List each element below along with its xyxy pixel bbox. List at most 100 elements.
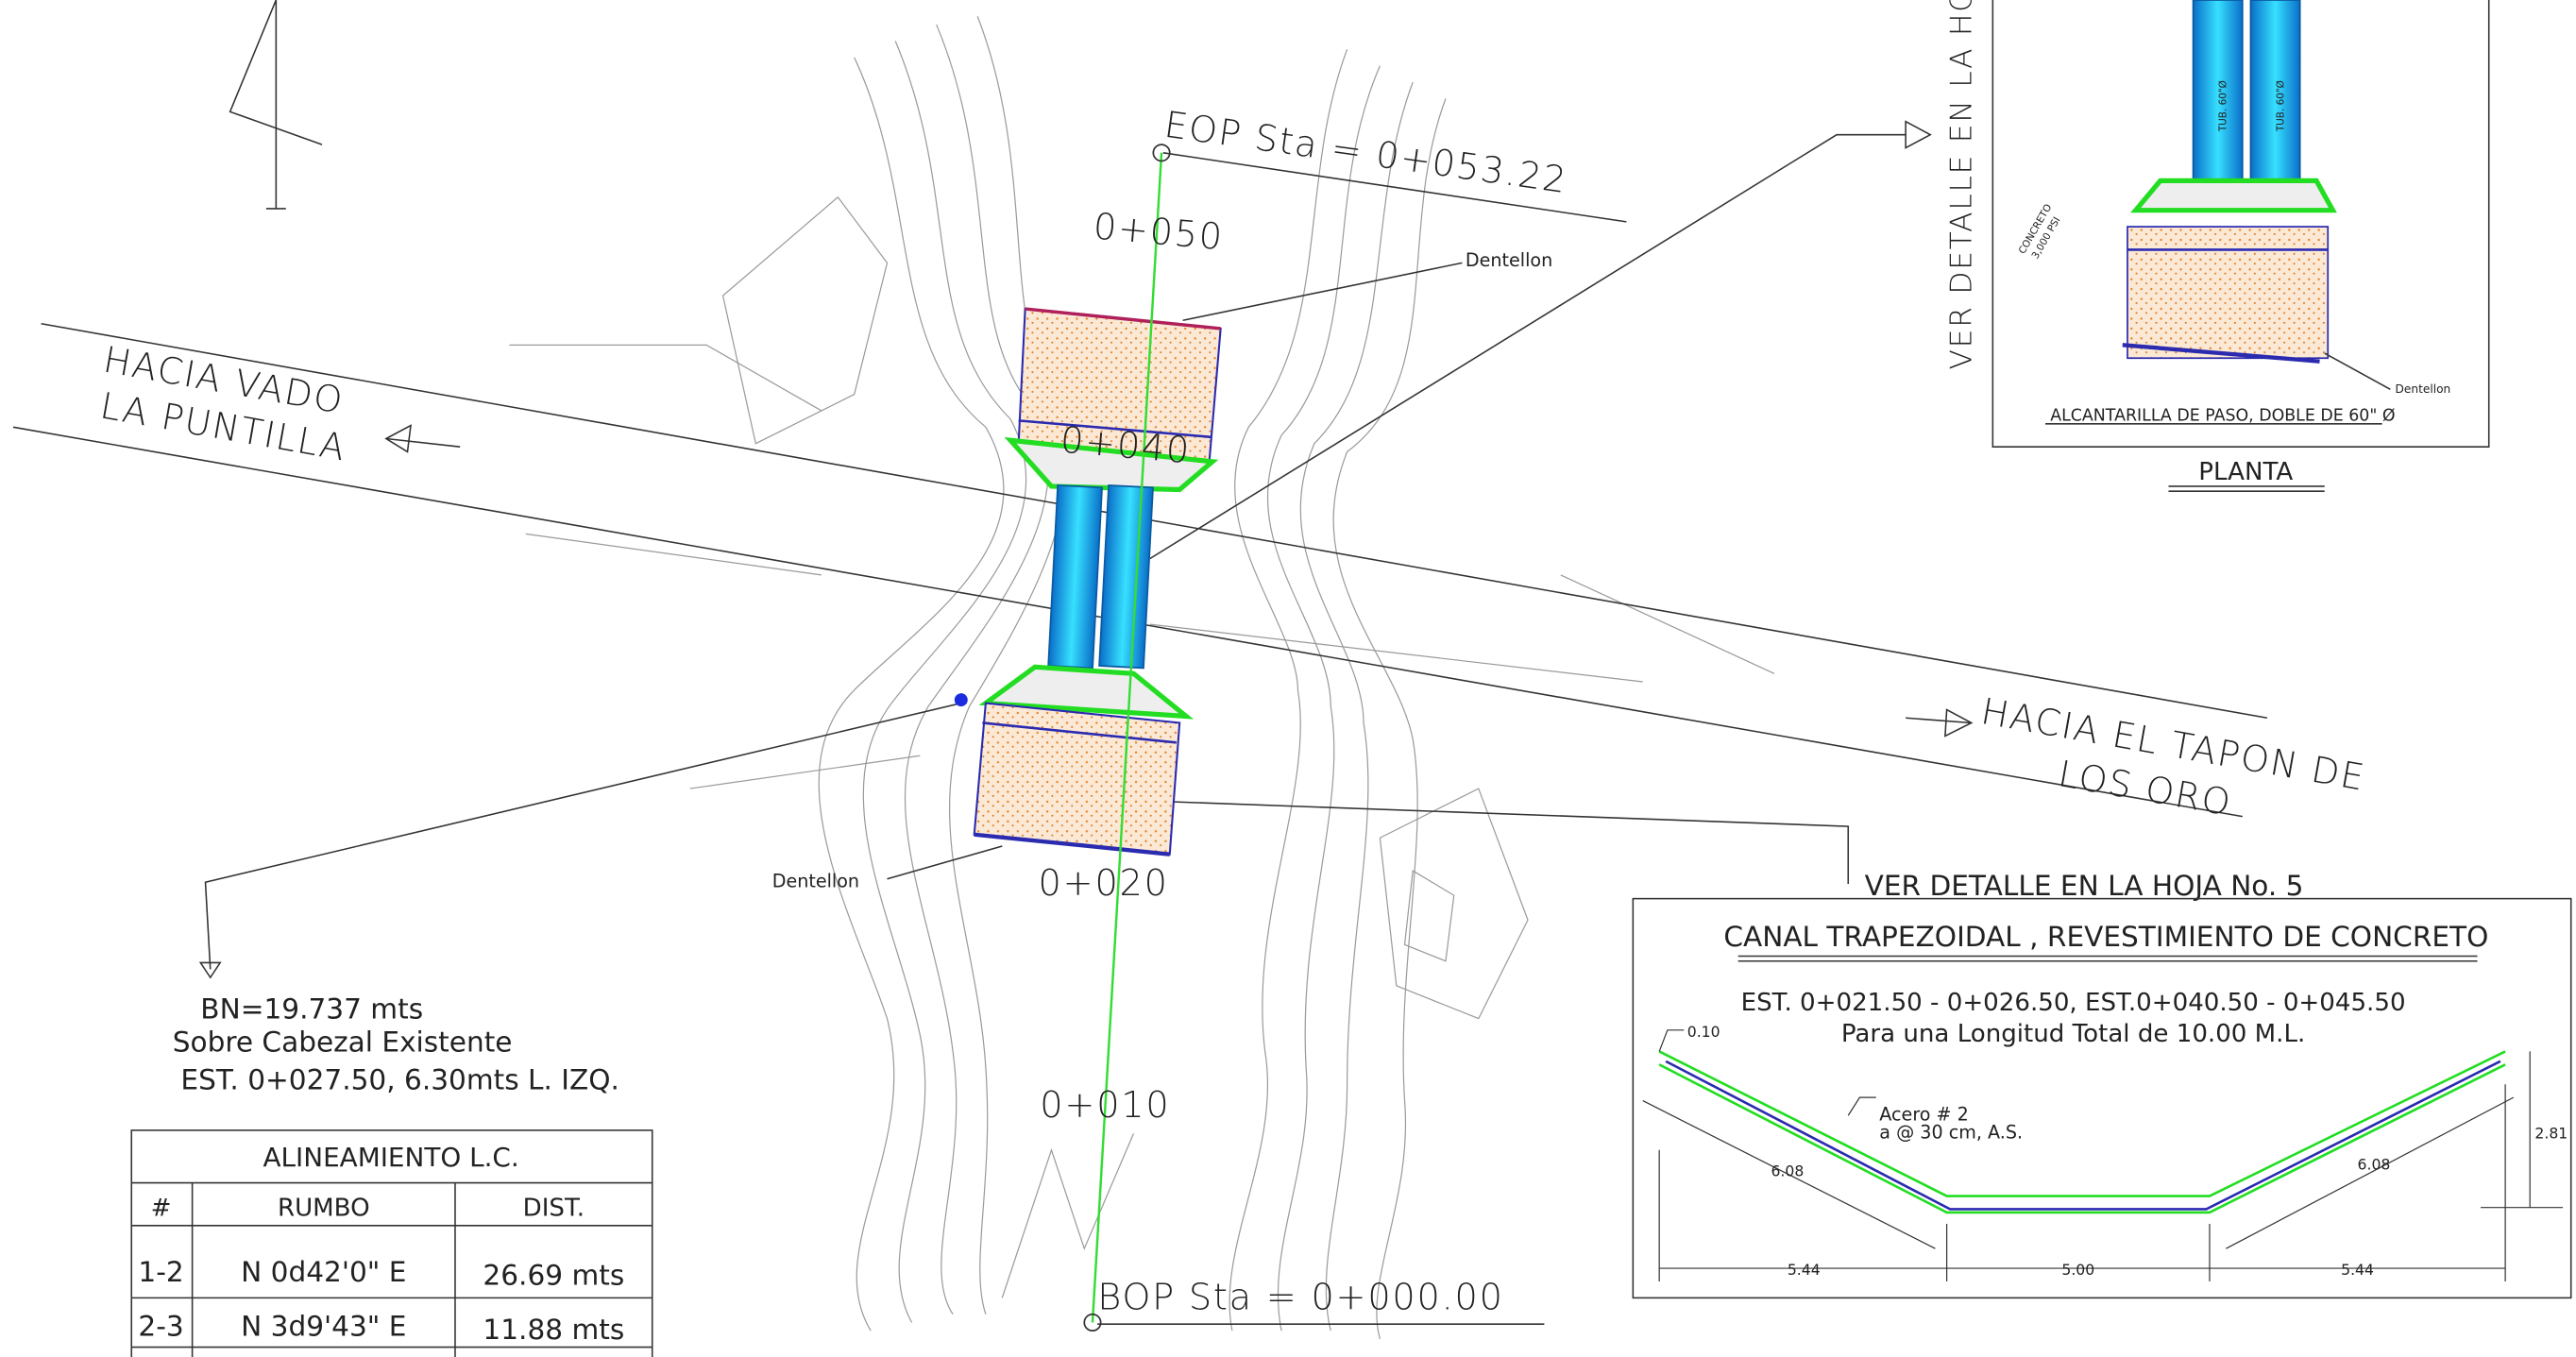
polyline-shape (1658, 1050, 2506, 1197)
table-cell: N 0d42'0" E (241, 1256, 406, 1288)
circle-shape (954, 693, 968, 707)
line-shape (1025, 307, 1221, 331)
culvert-reference: VER DETALLE EN LA HOJA No. 5 (1945, 0, 1979, 369)
channel-length: Para una Longitud Total de 10.00 M.L. (1841, 1020, 2305, 1048)
culvert-view: PLANTA (2198, 458, 2293, 486)
station: 0+020 (1039, 862, 1169, 905)
rect-shape (2127, 226, 2330, 360)
line-shape (1018, 419, 1212, 439)
polygon-shape (2130, 178, 2337, 213)
polygon-shape (384, 424, 412, 453)
polyline-shape (1906, 717, 1972, 724)
polyline-shape (1847, 1096, 1876, 1116)
rect-shape (130, 1129, 653, 1357)
eop-label: EOP Sta = 0+053.22 (1161, 104, 1569, 202)
polyline-shape (1665, 1060, 2501, 1211)
rect-shape (2192, 0, 2244, 182)
culvert-detail (1991, 0, 2490, 492)
culvert-plan (954, 144, 1627, 1332)
leaders (198, 120, 1932, 979)
circle-shape (1152, 144, 1171, 162)
polyline-shape (1125, 799, 1850, 884)
polygon-shape (1905, 120, 1932, 149)
dimension: 2.81 (2534, 1125, 2568, 1143)
path-shape (1266, 65, 1381, 1332)
table-header: # (151, 1194, 172, 1222)
line-shape (1162, 152, 1627, 223)
path-shape (721, 195, 889, 445)
steel-label: a @ 30 cm, A.S. (1879, 1122, 2023, 1144)
line-shape (1091, 152, 1163, 1323)
table-header: DIST. (523, 1194, 585, 1222)
polyline-shape (204, 702, 961, 970)
pipe-label: TUB. 60"Ø (2217, 80, 2229, 132)
station: 0+050 (1092, 205, 1226, 259)
polyline-shape (385, 437, 461, 448)
dimension: 6.08 (2358, 1156, 2391, 1174)
channel-detail (1632, 897, 2572, 1299)
dimension: 5.44 (1788, 1261, 1821, 1279)
polygon-shape (198, 961, 222, 979)
bop-label: BOP Sta = 0+000.00 (1097, 1277, 1503, 1319)
polyline-shape (1991, 0, 2490, 448)
contours (509, 16, 1775, 1340)
polyline-shape (887, 845, 1003, 880)
line-shape (974, 832, 1170, 857)
polyline-shape (1658, 1063, 2506, 1214)
rect-shape (1098, 483, 1154, 670)
line-shape (2122, 343, 2320, 364)
g-shape (1642, 1029, 2564, 1281)
line-shape (2226, 1096, 2515, 1249)
path-shape (1332, 98, 1447, 1340)
path-shape (904, 24, 1049, 1315)
polygon-shape (978, 664, 1195, 720)
path-shape (1379, 788, 1529, 1020)
circle-shape (1083, 1313, 1102, 1332)
steel-label: Acero # 2 (1879, 1103, 1969, 1125)
station: 0+010 (1040, 1084, 1170, 1127)
path-shape (862, 41, 1027, 1323)
channel-title: CANAL TRAPEZOIDAL , REVESTIMIENTO DE CON… (1723, 921, 2488, 953)
pipe-label: TUB. 60"Ø (2275, 80, 2286, 132)
detail-reference: VER DETALLE EN LA HOJA No. 5 (1865, 870, 2304, 902)
polyline-shape (229, 0, 323, 145)
alignment-table (130, 1129, 653, 1357)
polyline-shape (1658, 1029, 1685, 1052)
dentellon-label: Dentellon (1466, 249, 1552, 271)
rect-shape (1047, 483, 1103, 670)
dimension: 5.00 (2061, 1261, 2094, 1279)
polygon-shape (1944, 708, 1974, 738)
line-shape (1642, 1100, 1936, 1249)
polyline-shape (1182, 262, 1463, 322)
north-arrow (229, 0, 323, 210)
benchmark: Sobre Cabezal Existente (173, 1026, 513, 1058)
channel-stations: EST. 0+021.50 - 0+026.50, EST.0+040.50 -… (1741, 989, 2406, 1017)
polygon-shape (1004, 436, 1219, 493)
line-shape (2324, 352, 2391, 390)
path-shape (1403, 870, 1455, 962)
path-shape (525, 533, 1775, 789)
path-shape (1229, 48, 1348, 1332)
benchmark: BN=19.737 mts (200, 993, 423, 1026)
table-cell: N 3d9'43" E (241, 1310, 406, 1342)
dimension: 6.08 (1771, 1162, 1804, 1180)
table-title: ALINEAMIENTO L.C. (263, 1142, 519, 1173)
line-shape (982, 721, 1177, 744)
table-cell: 1-2 (138, 1256, 183, 1288)
dimension: 5.44 (2341, 1261, 2374, 1279)
path-shape (818, 57, 1005, 1332)
table-cell: 2-3 (138, 1310, 183, 1342)
table-cell: 11.88 mts (483, 1314, 624, 1346)
table-cell: 26.69 mts (483, 1259, 624, 1291)
dentellon-label: Dentellon (2396, 382, 2451, 396)
culvert-caption: ALCANTARILLA DE PASO, DOBLE DE 60" Ø (2050, 406, 2395, 425)
path-shape (1299, 81, 1414, 1332)
benchmark: EST. 0+027.50, 6.30mts L. IZQ. (180, 1063, 619, 1095)
dentellon-label: Dentellon (772, 870, 859, 891)
path-shape (948, 16, 1068, 1315)
rect-shape (2249, 0, 2301, 182)
path-shape (509, 344, 1135, 1298)
